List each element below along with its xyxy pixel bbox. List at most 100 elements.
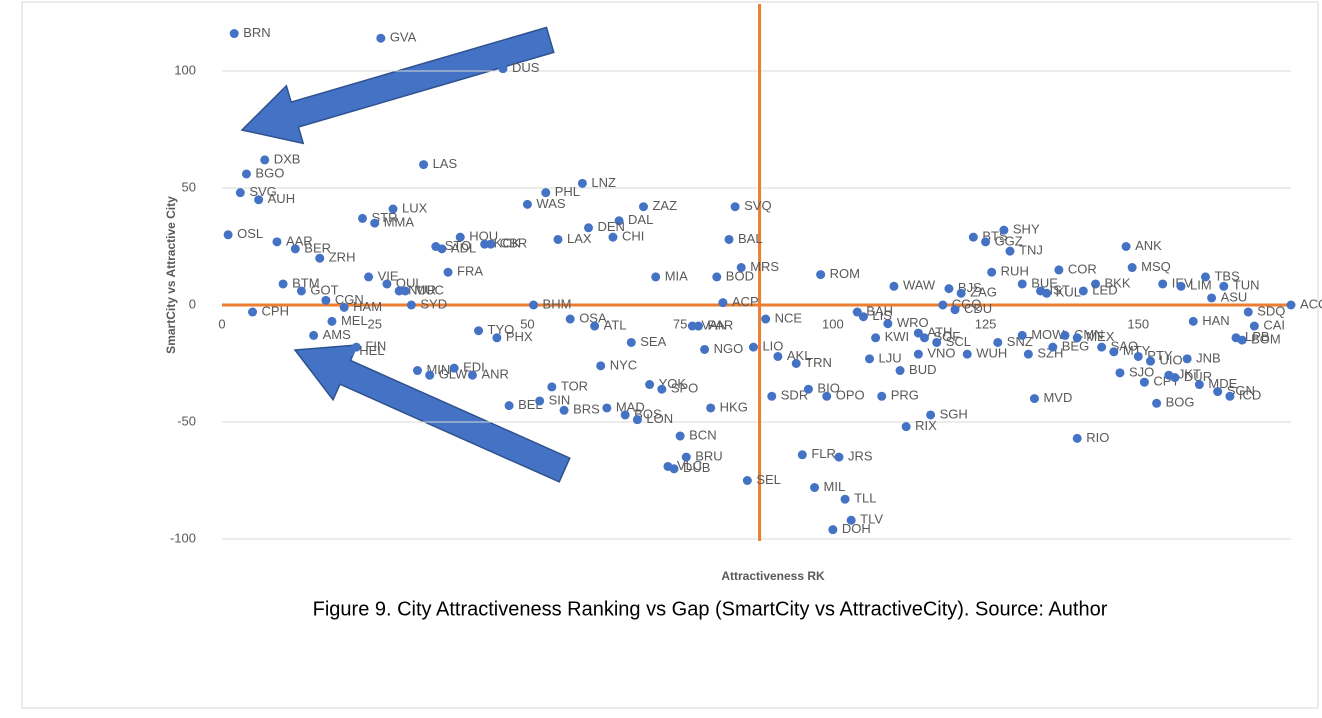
point-label: DUR xyxy=(1184,369,1212,384)
point-label: MRS xyxy=(750,259,779,274)
point xyxy=(370,218,380,228)
point-label: LAX xyxy=(567,231,592,246)
point xyxy=(883,319,893,329)
point-label: FLR xyxy=(811,446,836,461)
point xyxy=(419,160,429,170)
point xyxy=(1152,398,1162,408)
point xyxy=(1029,394,1039,404)
point xyxy=(657,384,667,394)
point-label: NGO xyxy=(714,341,744,356)
arrow xyxy=(240,26,555,145)
point-label: WAS xyxy=(536,196,565,211)
point xyxy=(223,230,233,240)
point xyxy=(1158,279,1168,289)
point-label: DUS xyxy=(512,60,540,75)
point xyxy=(412,366,422,376)
point xyxy=(1042,288,1052,298)
point-label: BTM xyxy=(292,275,319,290)
point xyxy=(449,363,459,373)
point xyxy=(364,272,374,282)
point-label: NUR xyxy=(408,282,436,297)
point-label: LNZ xyxy=(591,175,616,190)
point xyxy=(1243,307,1253,317)
point xyxy=(315,253,325,263)
point-label: PHX xyxy=(506,329,533,344)
point xyxy=(724,234,734,244)
point-label: MTY xyxy=(1123,343,1151,358)
point-label: TRN xyxy=(805,355,832,370)
point xyxy=(712,272,722,282)
point xyxy=(357,213,367,223)
point xyxy=(1237,335,1247,345)
point xyxy=(913,349,923,359)
point-label: OUL xyxy=(396,275,423,290)
point-label: WRO xyxy=(897,315,929,330)
point-label: JKT xyxy=(1178,367,1201,382)
point xyxy=(321,295,331,305)
point xyxy=(278,279,288,289)
point xyxy=(736,263,746,273)
point-label: OSL xyxy=(237,226,263,241)
point-label: LJU xyxy=(879,350,902,365)
point-label: SCL xyxy=(946,334,971,349)
point xyxy=(437,244,447,254)
point xyxy=(840,494,850,504)
point xyxy=(235,188,245,198)
point-label: DOH xyxy=(842,521,871,536)
point xyxy=(1060,330,1070,340)
point-label: AAR xyxy=(286,233,313,248)
point xyxy=(425,370,435,380)
point xyxy=(1182,354,1192,364)
point xyxy=(981,237,991,247)
point-label: BAL xyxy=(738,231,763,246)
point xyxy=(693,321,703,331)
point xyxy=(1091,279,1101,289)
point-label: MIL xyxy=(824,479,846,494)
point xyxy=(1225,391,1235,401)
point-label: ASU xyxy=(1221,289,1248,304)
y-tick-label: 0 xyxy=(189,296,196,311)
point-label: ACC xyxy=(1300,296,1322,311)
point xyxy=(926,410,936,420)
point xyxy=(327,316,337,326)
point-label: EDI xyxy=(463,360,485,375)
point-label: CPH xyxy=(262,303,289,318)
point-label: GGZ xyxy=(995,233,1023,248)
point-label: CHI xyxy=(622,229,644,244)
point xyxy=(614,216,624,226)
point xyxy=(889,281,899,291)
point xyxy=(877,391,887,401)
point-label: BER xyxy=(304,240,331,255)
point-label: LPB xyxy=(1245,329,1270,344)
point xyxy=(590,321,600,331)
point-label: AKL xyxy=(787,348,812,363)
point xyxy=(938,300,948,310)
point-label: RUH xyxy=(1001,264,1029,279)
point-label: BRS xyxy=(573,402,600,417)
point xyxy=(1200,272,1210,282)
point xyxy=(1072,333,1082,343)
point-label: SDR xyxy=(781,388,808,403)
point-label: JRS xyxy=(848,449,873,464)
point xyxy=(1017,330,1027,340)
point-label: KCK xyxy=(494,236,521,251)
point xyxy=(504,401,514,411)
point-label: SVG xyxy=(249,184,276,199)
point-label: GVA xyxy=(390,30,417,45)
point xyxy=(455,232,465,242)
point xyxy=(1219,281,1229,291)
point-label: TNJ xyxy=(1019,243,1043,258)
point xyxy=(272,237,282,247)
point-label: CGQ xyxy=(952,296,982,311)
point xyxy=(810,483,820,493)
point xyxy=(388,204,398,214)
point-label: SVQ xyxy=(744,198,771,213)
point-label: BOG xyxy=(1166,395,1195,410)
point xyxy=(865,354,875,364)
point-label: VIE xyxy=(378,268,399,283)
point xyxy=(559,405,569,415)
point-label: ZRH xyxy=(329,250,356,265)
point-label: TOR xyxy=(561,378,588,393)
point-label: SHY xyxy=(1013,222,1040,237)
point xyxy=(797,450,807,460)
